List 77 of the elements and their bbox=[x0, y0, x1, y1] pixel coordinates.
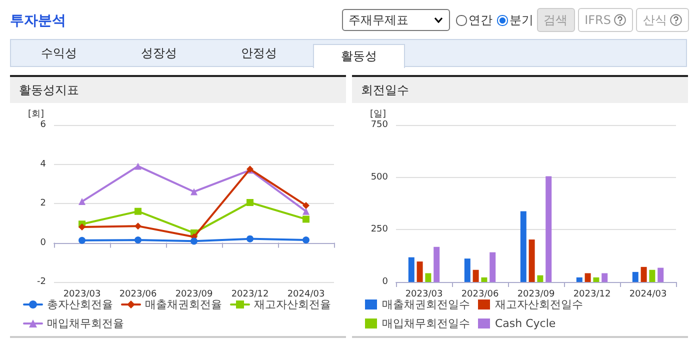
point bbox=[302, 202, 310, 209]
legend-label: 매출채권회전율 bbox=[145, 298, 222, 311]
y-tick-label: 250 bbox=[370, 224, 388, 235]
point bbox=[134, 222, 142, 230]
legend-label: 재고자산회전율 bbox=[254, 298, 331, 311]
text: 검색 bbox=[536, 8, 575, 32]
text: 연간 bbox=[468, 12, 493, 28]
point bbox=[134, 208, 142, 215]
x-tick-label: 2023/09 bbox=[517, 290, 555, 300]
y-tick-label: 0 bbox=[382, 277, 388, 287]
bar bbox=[464, 258, 470, 282]
x-tick-label: 2024/03 bbox=[287, 290, 325, 300]
bar bbox=[649, 270, 656, 282]
bar bbox=[632, 272, 638, 282]
text: IFRS bbox=[578, 8, 633, 32]
text: 성장성 bbox=[140, 44, 178, 62]
bar bbox=[537, 275, 544, 282]
y-axis-title: [회] bbox=[28, 110, 44, 120]
bar bbox=[593, 277, 600, 282]
point bbox=[134, 162, 142, 170]
text: 분기 bbox=[510, 12, 534, 28]
bar bbox=[416, 261, 423, 282]
bar bbox=[528, 240, 535, 282]
point bbox=[302, 208, 310, 215]
x-tick-label: 2023/06 bbox=[461, 290, 499, 300]
bar bbox=[425, 273, 432, 282]
text: 주재무제표 bbox=[348, 12, 409, 28]
x-tick-label: 2023/03 bbox=[63, 290, 101, 300]
bar bbox=[602, 273, 608, 282]
bar bbox=[576, 277, 582, 282]
bar bbox=[640, 266, 647, 282]
chart-title: 활동성지표 bbox=[10, 77, 346, 103]
legend-label: 매출채권회전일수 bbox=[382, 298, 470, 311]
point bbox=[246, 235, 254, 242]
y-tick-label: 2 bbox=[40, 198, 46, 208]
x-tick-label: 2023/03 bbox=[405, 290, 443, 300]
point bbox=[302, 236, 310, 244]
legend-label: 매입채무회전일수 bbox=[382, 317, 470, 330]
y-tick-label: 4 bbox=[40, 159, 46, 170]
y-tick-label: 6 bbox=[40, 120, 46, 130]
bar bbox=[434, 246, 440, 282]
legend-label: 재고자산회전일수 bbox=[495, 298, 583, 311]
bar bbox=[490, 252, 496, 282]
y-tick-label: -2 bbox=[37, 277, 46, 287]
point bbox=[190, 238, 198, 245]
y-axis-title: [일] bbox=[370, 110, 386, 120]
bar bbox=[546, 176, 552, 282]
x-tick-label: 2023/06 bbox=[119, 290, 157, 300]
point bbox=[134, 236, 142, 244]
text: 투자분석 bbox=[10, 12, 66, 30]
bar bbox=[408, 257, 414, 282]
x-tick-label: 2023/12 bbox=[231, 290, 269, 300]
y-tick-label: 750 bbox=[370, 120, 388, 130]
point bbox=[78, 236, 86, 244]
text: 안정성 bbox=[240, 44, 278, 62]
text: 수익성 bbox=[40, 44, 78, 62]
point bbox=[302, 216, 310, 223]
bar bbox=[584, 273, 591, 282]
text: 산식 bbox=[636, 8, 689, 32]
bar bbox=[481, 277, 488, 282]
bar bbox=[472, 270, 479, 282]
x-tick-label: 2023/09 bbox=[175, 290, 213, 300]
text: 활동성 bbox=[313, 44, 405, 68]
bar bbox=[520, 211, 526, 282]
legend-label: Cash Cycle bbox=[495, 317, 556, 330]
point bbox=[246, 199, 254, 206]
point bbox=[78, 198, 86, 206]
y-tick-label: 500 bbox=[370, 172, 388, 182]
legend-label: 매입채무회전율 bbox=[47, 317, 124, 330]
y-tick-label: 0 bbox=[40, 238, 46, 248]
legend-label: 총자산회전율 bbox=[47, 298, 113, 311]
bar bbox=[658, 268, 664, 282]
x-tick-label: 2023/12 bbox=[573, 290, 611, 300]
chart-title: 회전일수 bbox=[352, 77, 688, 103]
x-tick-label: 2024/03 bbox=[629, 290, 667, 300]
point bbox=[78, 224, 86, 231]
point bbox=[190, 188, 198, 196]
